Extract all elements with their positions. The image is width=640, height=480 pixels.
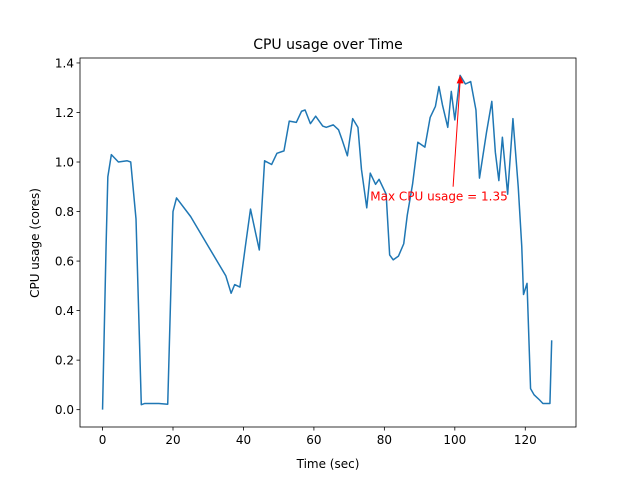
y-tick-label: 0.8 (55, 205, 74, 219)
y-tick-label: 0.4 (55, 304, 74, 318)
cpu-usage-line (101, 74, 553, 410)
plot-area: 0 20 40 60 80 100 120 0.0 0.2 0.4 0.6 0.8 1.0 1.2 1.4 M… (55, 56, 577, 447)
y-tick-label: 1.4 (55, 56, 74, 70)
x-axis-label: Time (sec) (296, 457, 360, 471)
y-axis-label: CPU usage (cores) (28, 188, 42, 298)
x-tick-label: 80 (377, 433, 392, 447)
annotation-arrow-line (452, 81, 461, 187)
y-tick-label: 0.2 (55, 354, 74, 368)
chart-title: CPU usage over Time (253, 37, 403, 53)
x-tick-label: 40 (236, 433, 251, 447)
y-tick-label: 1.2 (55, 106, 74, 120)
annotation-arrow-head (456, 75, 464, 84)
annotation-label: Max CPU usage = 1.35 (370, 190, 507, 204)
x-tick-label: 120 (514, 433, 537, 447)
y-tick-label: 0.0 (55, 403, 74, 417)
x-tick-label: 60 (306, 433, 321, 447)
axes-frame (79, 57, 577, 428)
x-tick-label: 100 (443, 433, 466, 447)
x-tick-label: 0 (99, 433, 107, 447)
y-tick-label: 1.0 (55, 156, 74, 170)
y-tick-label: 0.6 (55, 255, 74, 269)
x-tick-label: 20 (165, 433, 180, 447)
